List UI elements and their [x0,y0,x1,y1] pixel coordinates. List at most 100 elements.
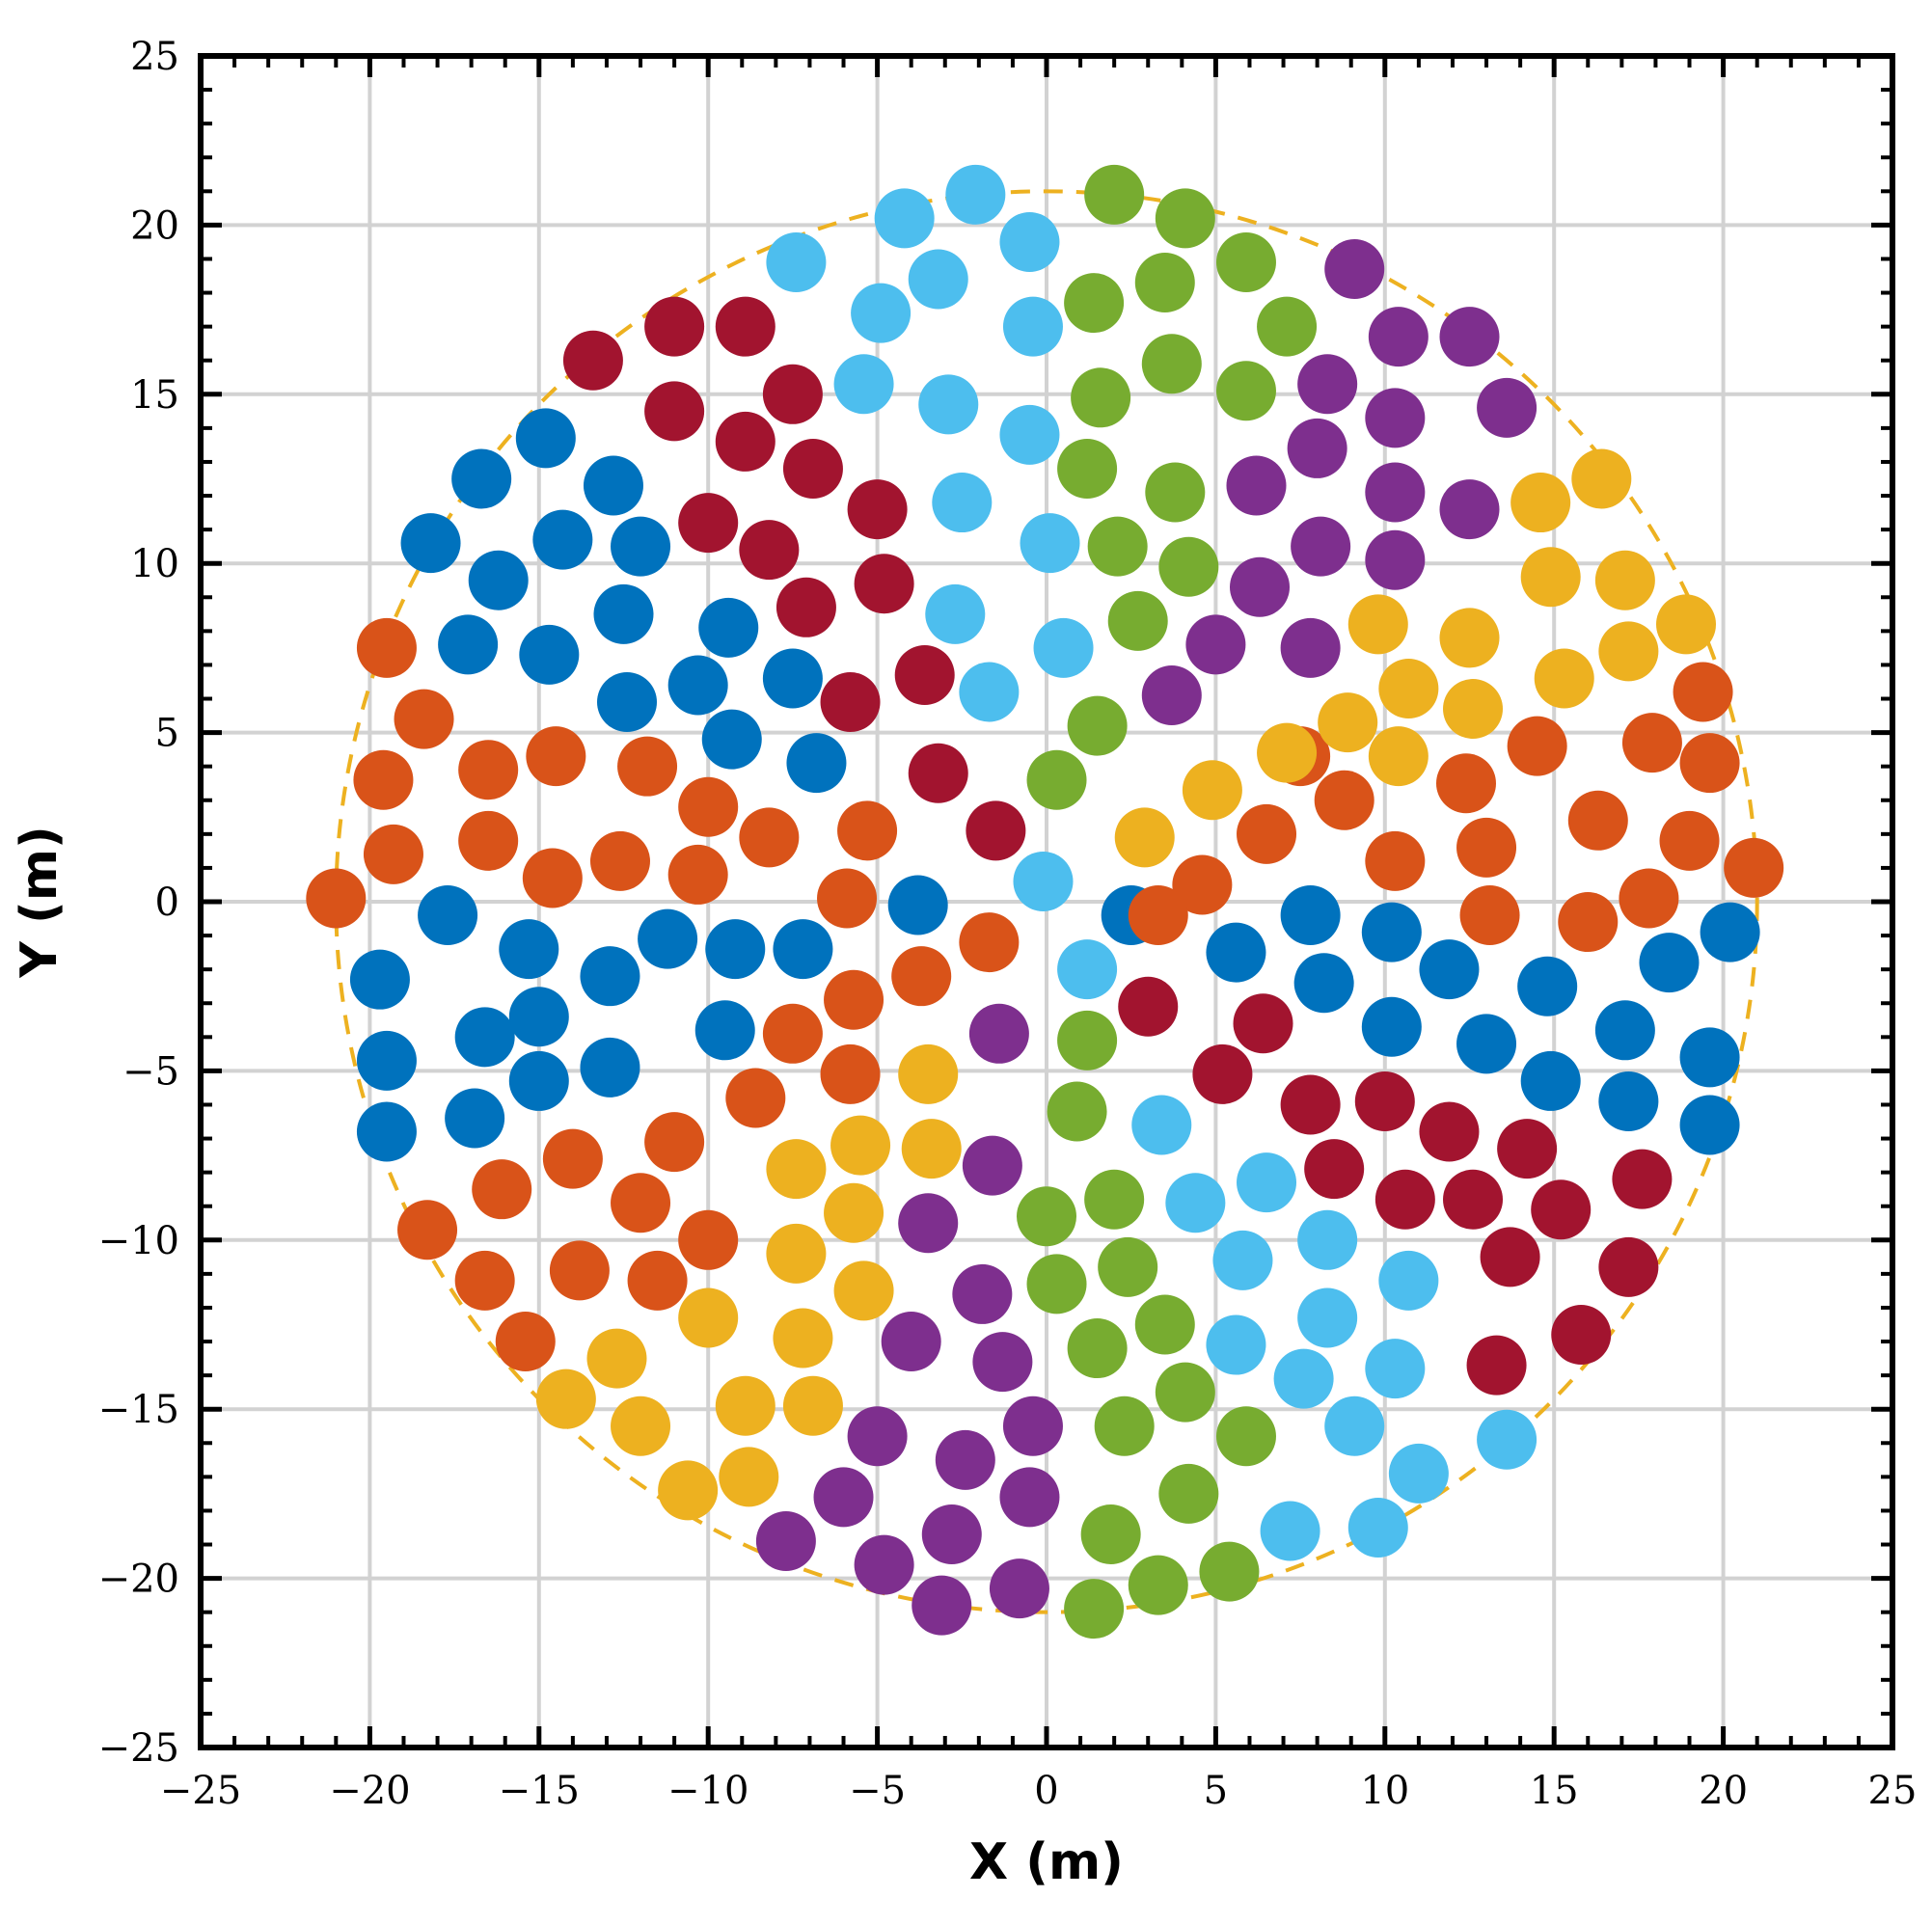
data-point [908,743,968,803]
data-point [1237,1152,1297,1213]
data-point [678,493,739,554]
x-tick-label: 15 [1530,1769,1579,1813]
data-point [445,1088,505,1149]
data-point [458,810,519,871]
data-point [1419,939,1480,1000]
data-point [508,987,569,1047]
data-point [1700,902,1760,962]
data-point [1128,1555,1188,1615]
data-point [1439,608,1500,668]
x-tick-label: 20 [1699,1769,1748,1813]
data-point [1388,1443,1449,1504]
data-point [1098,1236,1158,1297]
data-point [1365,830,1426,891]
data-point [1374,1169,1435,1230]
data-point [1520,1050,1581,1111]
data-point [1131,1095,1192,1155]
data-point [526,726,586,787]
y-tick-label: 15 [130,373,179,418]
data-point [644,381,705,442]
data-point [773,1308,833,1368]
data-point [776,577,836,637]
data-point [1304,1139,1365,1200]
data-point [1002,296,1063,357]
data-point [644,296,705,357]
data-point [894,644,955,705]
data-point [1087,516,1148,577]
data-point [1459,885,1520,946]
data-point [719,1447,779,1507]
data-point [847,1406,908,1467]
data-point [1280,617,1341,678]
x-tick-label: 0 [1034,1769,1058,1813]
data-point [1280,885,1341,946]
data-point [549,1240,610,1301]
data-point [715,411,776,472]
x-axis-label: X (m) [969,1833,1124,1891]
series-2 [306,617,1784,1372]
data-point [1439,307,1500,367]
data-point [912,1575,972,1636]
data-point [854,554,914,614]
data-point [1287,418,1347,478]
data-point [898,1193,959,1254]
data-point [705,919,766,980]
data-point [658,1460,719,1521]
data-point [739,807,800,868]
data-point [394,689,454,749]
data-point [1347,1497,1408,1558]
series-6 [766,164,1537,1561]
data-point [1047,1081,1107,1142]
data-point [820,672,881,733]
data-point [1443,1169,1504,1230]
data-point [611,1396,671,1456]
data-point [356,1101,417,1162]
data-point [397,1200,458,1260]
data-point [1026,749,1087,810]
y-tick-label: 20 [130,203,179,248]
data-point [959,662,1020,722]
data-point [1497,1119,1558,1179]
data-point [519,624,580,685]
data-point [400,513,461,574]
data-point [1639,933,1700,993]
data-point [1215,361,1276,421]
data-point [1026,1254,1087,1314]
data-point [874,188,935,249]
data-point [1182,760,1242,821]
data-point [586,1328,647,1389]
data-point [762,1003,823,1064]
data-point [1297,354,1358,415]
series-4 [755,239,1537,1636]
data-point [935,1429,995,1490]
data-point [1215,1406,1276,1467]
data-point [454,1007,515,1068]
y-tick-label: −5 [122,1049,179,1094]
x-tick-label: 10 [1360,1769,1409,1813]
data-point [1598,1070,1659,1131]
data-point [1361,902,1422,962]
data-point [1534,648,1594,709]
data-point [306,868,367,929]
data-point [1466,1335,1527,1396]
data-point [593,583,654,644]
data-point [701,709,762,770]
data-point [972,1332,1033,1393]
data-point [1134,253,1195,313]
data-point [667,655,728,716]
data-point [1679,1095,1740,1155]
data-point [1212,1230,1273,1290]
data-point [966,800,1026,861]
data-point [1206,1314,1266,1375]
data-point [1673,662,1733,722]
data-point [542,1128,603,1189]
x-tick-label: 25 [1868,1769,1918,1813]
data-point [1477,1409,1537,1470]
data-point [1365,529,1426,590]
data-point [962,1135,1022,1196]
data-point [1361,996,1422,1057]
data-point [1084,164,1145,225]
x-tick-label: −20 [329,1769,410,1813]
data-point [1619,868,1679,929]
data-point [1368,726,1429,787]
